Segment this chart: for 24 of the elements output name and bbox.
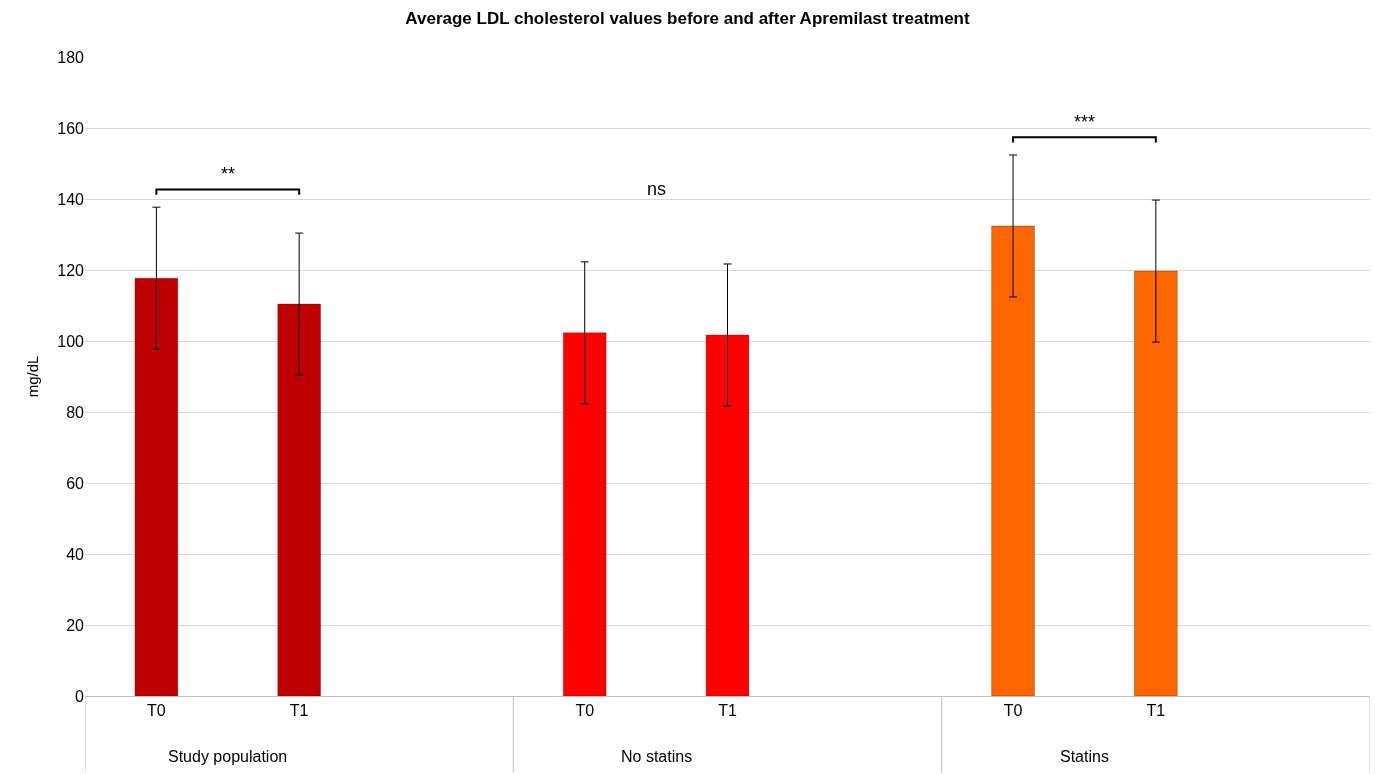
y-tick-label: 0: [75, 687, 85, 705]
y-tick-label: 160: [57, 119, 85, 137]
x-tick-label: T1: [1146, 702, 1166, 720]
annotation: **: [221, 164, 236, 184]
x-tick-label: T0: [575, 702, 595, 720]
y-tick-label: 40: [66, 545, 85, 563]
x-tick-label: T1: [718, 702, 737, 720]
x-tick-label: T0: [1003, 702, 1023, 720]
text: Study population: [168, 748, 288, 765]
annotation: ***: [1074, 112, 1096, 132]
y-axis-title: mg/dL: [23, 355, 41, 398]
text: Statins: [1060, 748, 1109, 765]
y-tick-label: 120: [57, 261, 85, 279]
x-tick-label: T1: [289, 702, 309, 720]
y-tick-label: 180: [57, 48, 85, 66]
chart-title: Average LDL cholesterol values before and after Apremilast treatment: [405, 8, 970, 28]
y-tick-label: 60: [66, 474, 85, 492]
y-tick-label: 100: [57, 332, 85, 350]
x-tick-label: T0: [147, 702, 166, 720]
y-tick-label: 20: [66, 616, 85, 634]
y-tick-label: 140: [57, 190, 85, 208]
text: No statins: [621, 748, 693, 765]
y-tick-label: 80: [66, 403, 85, 421]
annotation: ns: [647, 179, 667, 199]
